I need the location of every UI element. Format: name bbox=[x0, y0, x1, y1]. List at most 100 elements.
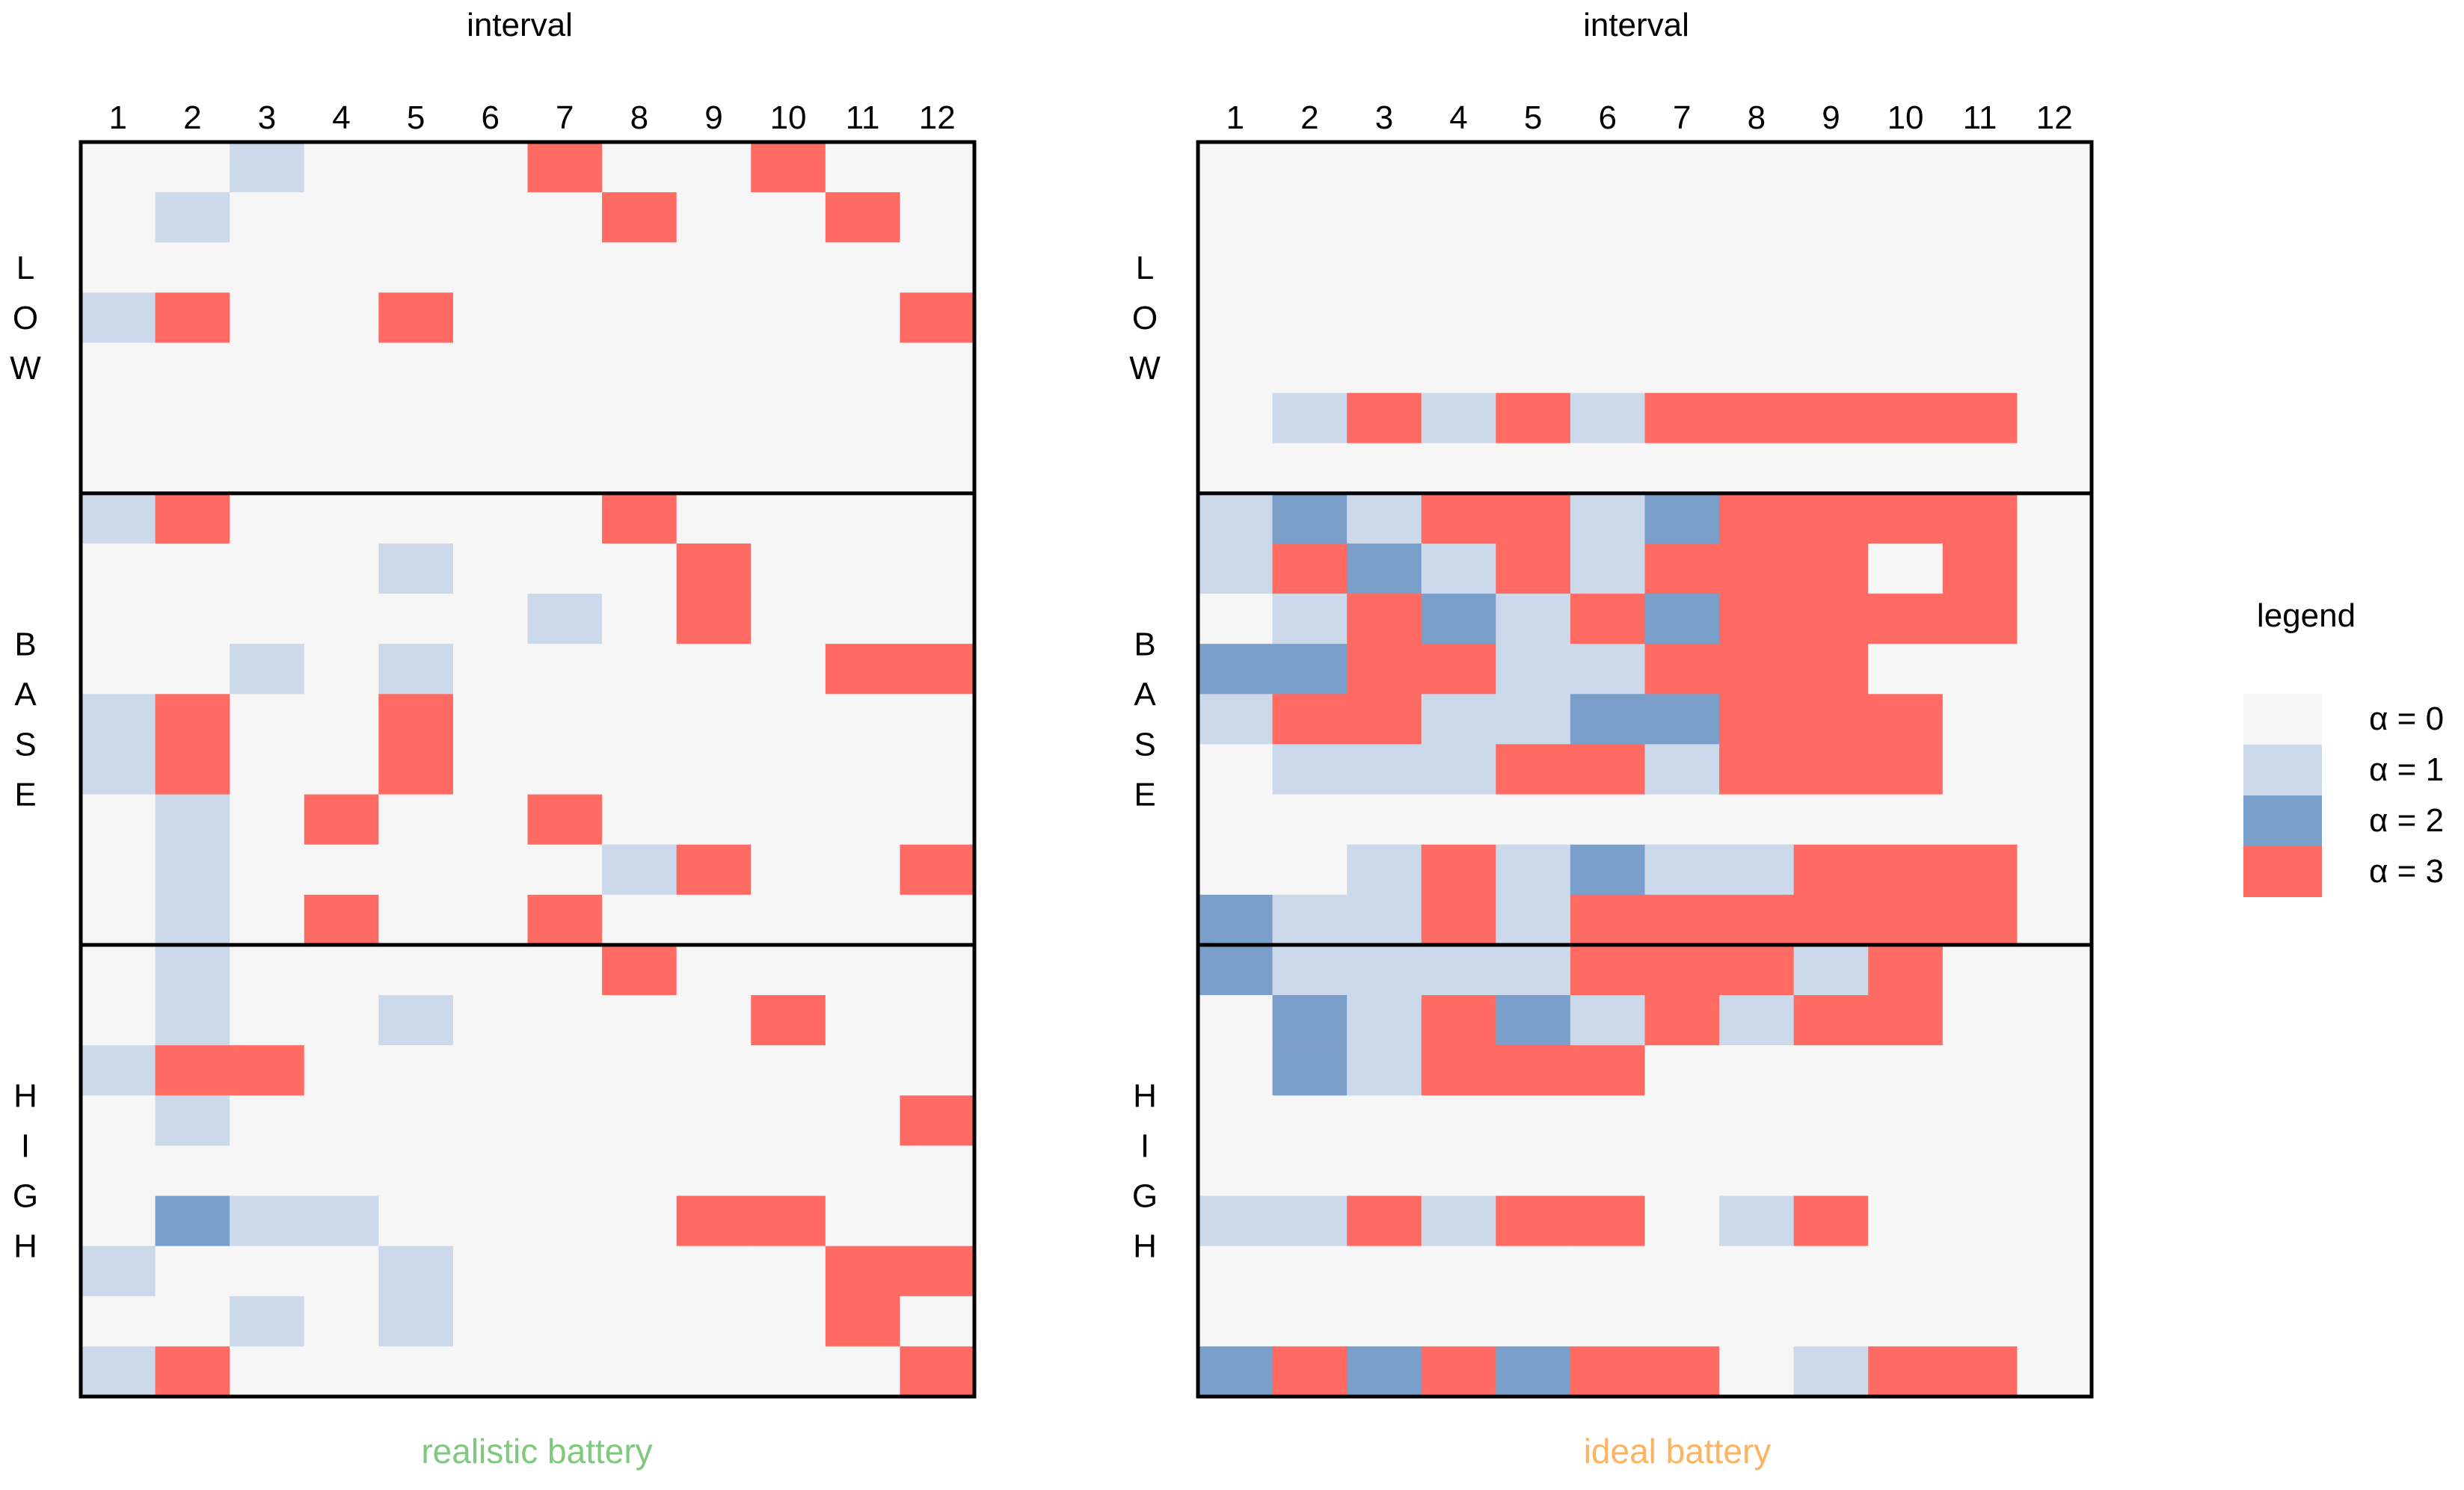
heatmap-cell bbox=[1644, 844, 1720, 896]
heatmap-cell bbox=[676, 392, 752, 444]
heatmap-cell bbox=[1347, 1145, 1422, 1197]
heatmap-cell bbox=[1272, 1346, 1348, 1397]
heatmap-cell bbox=[1347, 1296, 1422, 1347]
group-label-letter: I bbox=[1140, 1127, 1149, 1164]
heatmap-cell bbox=[1719, 694, 1795, 745]
heatmap-cell bbox=[1421, 493, 1496, 544]
heatmap-cell bbox=[452, 1296, 529, 1347]
heatmap-cell bbox=[230, 594, 305, 644]
heatmap-cell bbox=[527, 192, 603, 243]
heatmap-cell bbox=[2017, 594, 2092, 644]
heatmap-cell bbox=[900, 1246, 975, 1297]
heatmap-cell bbox=[1793, 995, 1869, 1046]
heatmap-cell bbox=[1644, 744, 1720, 795]
heatmap-cell bbox=[676, 493, 752, 544]
heatmap-cell bbox=[1868, 392, 1944, 444]
heatmap-cell bbox=[1421, 1195, 1496, 1247]
heatmap-cell bbox=[825, 242, 901, 293]
heatmap-cell bbox=[1793, 794, 1869, 846]
heatmap-cell bbox=[1347, 744, 1422, 795]
heatmap-cell bbox=[527, 794, 603, 846]
heatmap-cell bbox=[2017, 794, 2092, 846]
heatmap-cell bbox=[1719, 1246, 1795, 1297]
heatmap-cell bbox=[1570, 443, 1646, 494]
group-label-letter: H bbox=[1133, 1077, 1157, 1114]
heatmap-cell bbox=[1198, 1045, 1274, 1096]
heatmap-cell bbox=[1868, 1296, 1944, 1347]
group-label-letter: L bbox=[16, 250, 34, 286]
heatmap-cell bbox=[1496, 844, 1571, 896]
heatmap-cell bbox=[1272, 894, 1348, 946]
heatmap-cell bbox=[1496, 142, 1571, 193]
heatmap-cell bbox=[1496, 292, 1571, 344]
x-tick-label: 3 bbox=[1375, 99, 1393, 136]
legend-swatch bbox=[2243, 694, 2322, 745]
heatmap-cell bbox=[1942, 744, 2018, 795]
heatmap-cell bbox=[155, 392, 230, 444]
heatmap-cell bbox=[1719, 1145, 1795, 1197]
heatmap-cell bbox=[1644, 342, 1720, 394]
heatmap-cell bbox=[2017, 944, 2092, 996]
panel-caption: ideal battery bbox=[1584, 1432, 1772, 1471]
heatmap-cell bbox=[602, 1045, 678, 1096]
heatmap-cell bbox=[1793, 644, 1869, 695]
heatmap-cell bbox=[825, 594, 901, 644]
heatmap-cell bbox=[1942, 392, 2018, 444]
heatmap-cell bbox=[155, 694, 230, 745]
heatmap-cell bbox=[825, 1346, 901, 1397]
heatmap-cell bbox=[1644, 1246, 1720, 1297]
heatmap-cell bbox=[602, 1246, 678, 1297]
heatmap-cell bbox=[1644, 543, 1720, 594]
heatmap-cell bbox=[527, 1145, 603, 1197]
heatmap-cell bbox=[2017, 644, 2092, 695]
heatmap-cell bbox=[1272, 944, 1348, 996]
heatmap-cell bbox=[1942, 894, 2018, 946]
heatmap-cell bbox=[527, 392, 603, 444]
heatmap-cell bbox=[155, 644, 230, 695]
heatmap-cell bbox=[1793, 342, 1869, 394]
heatmap-cell bbox=[155, 1296, 230, 1347]
heatmap-cell bbox=[1272, 292, 1348, 344]
heatmap-cell bbox=[304, 1246, 379, 1297]
heatmap-cell bbox=[452, 1246, 529, 1297]
group-label-letter: S bbox=[14, 726, 36, 763]
heatmap-cell bbox=[1198, 443, 1274, 494]
heatmap-cell bbox=[1868, 1346, 1944, 1397]
heatmap-cell bbox=[900, 744, 975, 795]
heatmap-cell bbox=[1496, 1296, 1571, 1347]
x-tick-label: 5 bbox=[1524, 99, 1542, 136]
heatmap-cell bbox=[1570, 744, 1646, 795]
heatmap-cell bbox=[155, 995, 230, 1046]
heatmap-cell bbox=[81, 1195, 156, 1247]
heatmap-cell bbox=[1347, 794, 1422, 846]
heatmap-cell bbox=[1272, 694, 1348, 745]
heatmap-cell bbox=[378, 242, 454, 293]
group-label-letter: H bbox=[13, 1077, 37, 1114]
heatmap-cell bbox=[155, 1145, 230, 1197]
heatmap-cell bbox=[1942, 1095, 2018, 1146]
heatmap-cell bbox=[676, 894, 752, 946]
heatmap-cell bbox=[1421, 1045, 1496, 1096]
legend-label: α = 1 bbox=[2369, 751, 2444, 788]
heatmap-cell bbox=[378, 392, 454, 444]
heatmap-cell bbox=[900, 644, 975, 695]
heatmap-cell bbox=[1868, 694, 1944, 745]
heatmap-cell bbox=[452, 543, 529, 594]
heatmap-cell bbox=[1868, 443, 1944, 494]
heatmap-cell bbox=[1496, 944, 1571, 996]
heatmap-cell bbox=[825, 694, 901, 745]
heatmap-cell bbox=[452, 894, 529, 946]
heatmap-cell bbox=[1644, 1045, 1720, 1096]
heatmap-cell bbox=[751, 342, 826, 394]
heatmap-cell bbox=[1793, 242, 1869, 293]
heatmap-cell bbox=[676, 142, 752, 193]
heatmap-cell bbox=[676, 1095, 752, 1146]
heatmap-cell bbox=[1868, 292, 1944, 344]
heatmap-cell bbox=[1942, 242, 2018, 293]
heatmap-cell bbox=[527, 894, 603, 946]
heatmap-cell bbox=[378, 1045, 454, 1096]
heatmap-cell bbox=[1272, 1145, 1348, 1197]
heatmap-cell bbox=[2017, 1195, 2092, 1247]
